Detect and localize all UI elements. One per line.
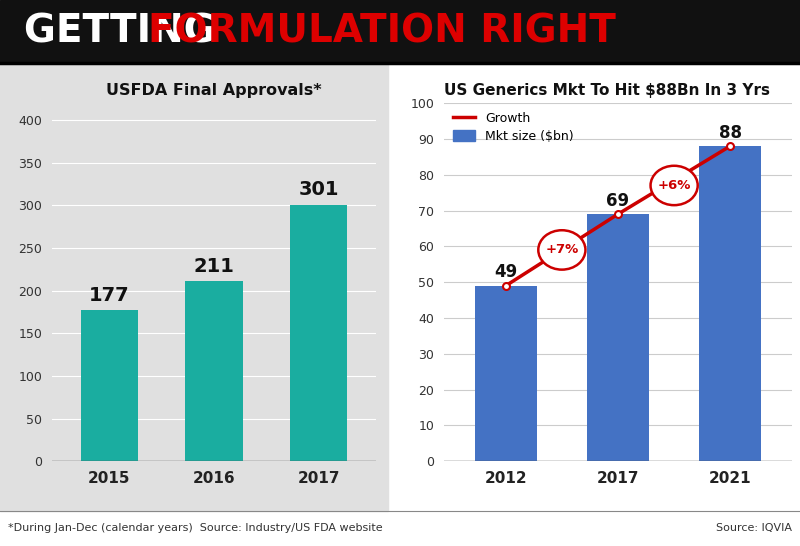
Text: 301: 301 (298, 180, 338, 199)
Text: 49: 49 (494, 264, 518, 281)
Title: USFDA Final Approvals*: USFDA Final Approvals* (106, 83, 322, 98)
Text: 177: 177 (89, 286, 130, 305)
Bar (475, 286, 537, 461)
Text: 88: 88 (718, 124, 742, 142)
Ellipse shape (538, 230, 586, 270)
Bar (186, 281, 242, 461)
Text: FORMULATION RIGHT: FORMULATION RIGHT (148, 13, 616, 50)
Bar (81, 310, 138, 461)
Text: Source: IQVIA: Source: IQVIA (716, 523, 792, 533)
Text: GETTING: GETTING (24, 13, 229, 50)
Text: 69: 69 (606, 192, 630, 210)
Legend: Growth, Mkt size ($bn): Growth, Mkt size ($bn) (450, 109, 576, 145)
Bar (290, 205, 347, 461)
Text: 211: 211 (194, 257, 234, 276)
Text: US Generics Mkt To Hit $88Bn In 3 Yrs: US Generics Mkt To Hit $88Bn In 3 Yrs (444, 83, 770, 98)
Ellipse shape (650, 166, 698, 205)
Text: +7%: +7% (546, 244, 578, 257)
Bar (587, 214, 649, 461)
Bar (699, 146, 761, 461)
Text: *During Jan-Dec (calendar years)  Source: Industry/US FDA website: *During Jan-Dec (calendar years) Source:… (8, 523, 382, 533)
Text: +6%: +6% (658, 179, 691, 192)
